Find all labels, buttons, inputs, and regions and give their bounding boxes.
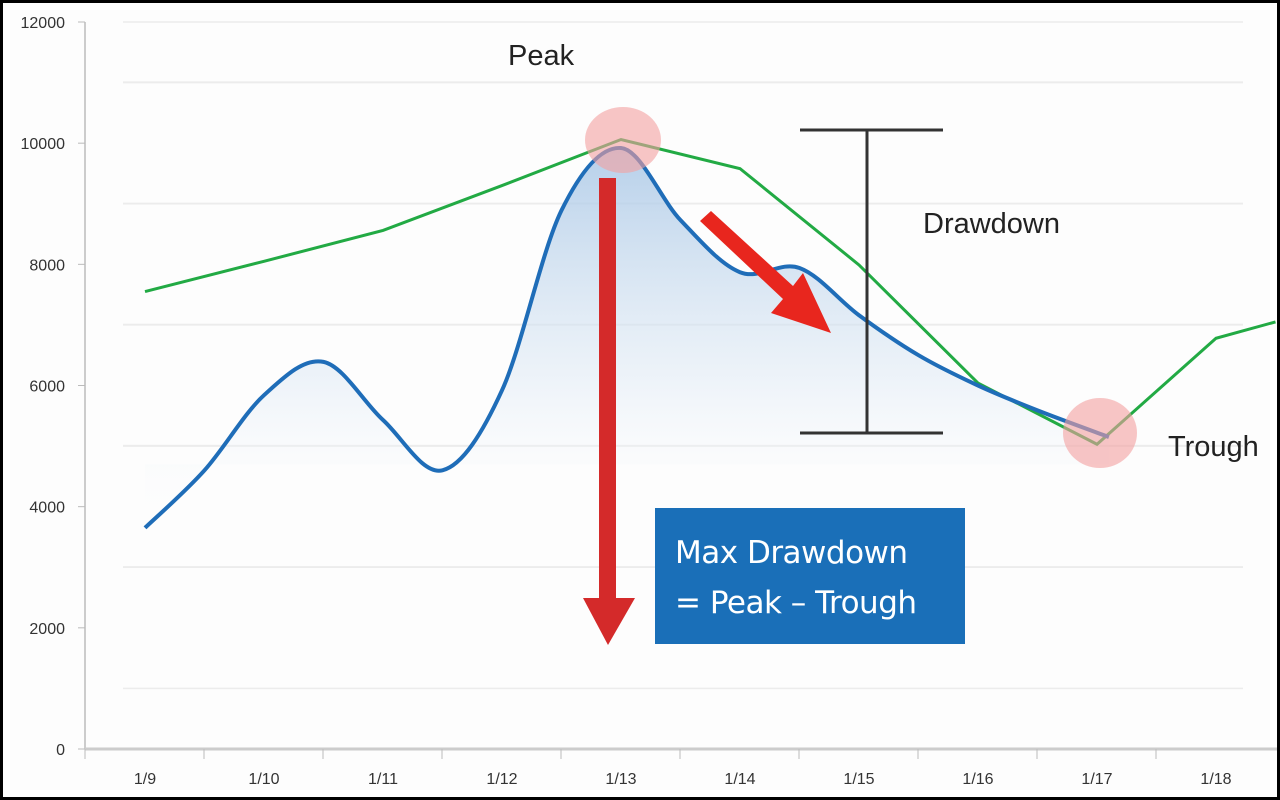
x-tick-label: 1/17: [1081, 771, 1112, 788]
x-tick-label: 1/18: [1200, 771, 1231, 788]
chart-frame: 0 2000 4000 6000 8000 10000 12000 1/9 1/10 1/11 1/…: [3, 3, 1277, 797]
x-tick-label: 1/10: [248, 771, 279, 788]
blue-series-area: [145, 147, 1109, 528]
formula-line-2: = Peak – Trough: [675, 585, 917, 621]
x-tick-label: 1/9: [134, 771, 156, 788]
max-drawdown-formula-box: Max Drawdown = Peak – Trough: [655, 508, 965, 644]
y-tick-label: 6000: [29, 379, 65, 396]
x-tick-label: 1/11: [368, 771, 398, 788]
green-series-line: [144, 137, 1276, 447]
x-tick-label: 1/14: [724, 771, 755, 788]
max-drawdown-arrow: [583, 178, 635, 645]
formula-line-1: Max Drawdown: [675, 535, 908, 571]
x-tick-label: 1/15: [843, 771, 874, 788]
y-tick-label: 8000: [29, 257, 65, 274]
drawdown-label: Drawdown: [923, 208, 1060, 240]
y-tick-label: 12000: [21, 15, 66, 32]
drawdown-chart: 0 2000 4000 6000 8000 10000 12000 1/9 1/10 1/11 1/…: [21, 15, 1277, 788]
drawdown-range-bar: [800, 128, 943, 435]
x-tick-label: 1/13: [605, 771, 636, 788]
decline-arrow: [700, 211, 831, 333]
peak-label: Peak: [508, 40, 575, 72]
peak-highlight: [585, 107, 661, 173]
x-tick-label: 1/16: [962, 771, 993, 788]
y-tick-label: 2000: [29, 621, 65, 638]
y-tick-label: 4000: [29, 500, 65, 517]
x-tick-label: 1/12: [486, 771, 517, 788]
y-tick-label: 0: [56, 742, 65, 759]
trough-highlight: [1063, 398, 1137, 468]
y-tick-label: 10000: [21, 136, 66, 153]
trough-label: Trough: [1168, 431, 1259, 463]
